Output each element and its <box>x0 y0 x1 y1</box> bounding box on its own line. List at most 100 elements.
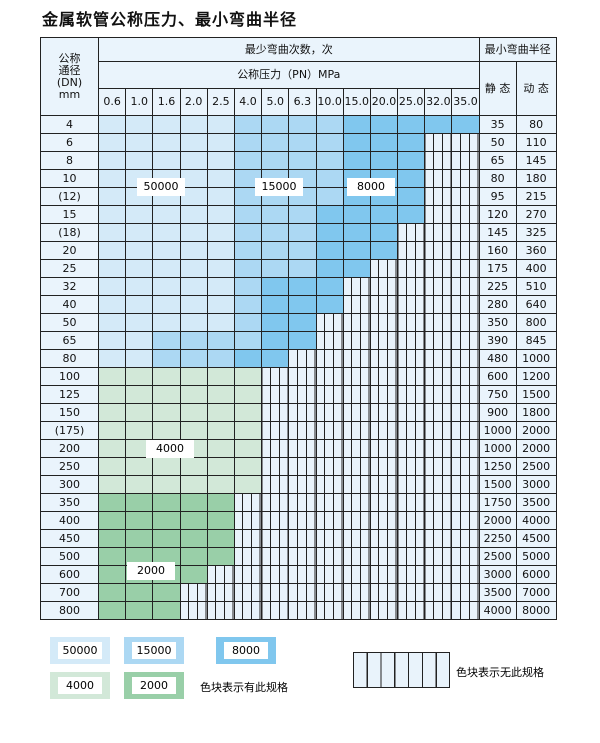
spec-cell <box>97 277 127 296</box>
no-spec-cell <box>288 349 317 368</box>
dn-cell: 100 <box>40 367 99 386</box>
spec-cell <box>179 349 208 368</box>
static-radius-cell: 2500 <box>478 547 517 566</box>
spec-cell <box>97 187 127 206</box>
spec-cell <box>125 421 154 440</box>
spec-cell <box>288 295 317 314</box>
region-label-15000: 15000 <box>255 178 303 196</box>
spec-cell <box>179 367 208 386</box>
spec-cell <box>152 331 181 350</box>
spec-cell <box>315 169 344 188</box>
no-spec-cell <box>288 601 317 620</box>
static-radius-cell: 1000 <box>478 439 517 458</box>
legend-8000: 8000 <box>216 637 276 664</box>
table-row: 40 280 640 <box>40 295 557 314</box>
spec-cell <box>369 241 399 260</box>
spec-cell <box>206 529 235 548</box>
spec-cell <box>261 115 290 134</box>
spec-cell <box>125 313 154 332</box>
table-row: 65 390 845 <box>40 331 557 350</box>
static-radius-cell: 95 <box>478 187 517 206</box>
spec-cell <box>206 475 235 494</box>
no-spec-cell <box>397 439 426 458</box>
spec-cell <box>233 133 263 152</box>
spec-cell <box>233 331 263 350</box>
dn-cell: 125 <box>40 385 99 404</box>
spec-cell <box>206 313 235 332</box>
spec-cell <box>261 241 290 260</box>
pressure-col-header: 4.0 <box>233 88 263 116</box>
dynamic-radius-cell: 4500 <box>515 529 557 548</box>
spec-cell <box>288 241 317 260</box>
no-spec-cell <box>315 331 344 350</box>
no-spec-cell <box>315 529 344 548</box>
spec-cell <box>179 475 208 494</box>
spec-cell <box>233 277 263 296</box>
spec-cell <box>206 403 235 422</box>
spec-cell <box>369 151 399 170</box>
no-spec-cell <box>424 511 453 530</box>
no-spec-cell <box>397 331 426 350</box>
dynamic-radius-cell: 510 <box>515 277 557 296</box>
spec-cell <box>315 223 344 242</box>
no-spec-cell <box>451 475 480 494</box>
spec-cell <box>288 205 317 224</box>
radius-header: 最小弯曲半径 <box>478 37 557 62</box>
spec-cell <box>233 349 263 368</box>
spec-cell <box>179 511 208 530</box>
spec-cell <box>233 457 263 476</box>
no-spec-cell <box>206 583 235 602</box>
no-spec-cell <box>315 565 344 584</box>
pressure-col-header: 35.0 <box>451 88 480 116</box>
spec-cell <box>233 475 263 494</box>
spec-cell <box>315 115 344 134</box>
spec-cell <box>97 601 127 620</box>
no-spec-cell <box>261 547 290 566</box>
no-spec-cell <box>451 187 480 206</box>
static-radius-cell: 280 <box>478 295 517 314</box>
spec-cell <box>97 367 127 386</box>
no-spec-cell <box>233 529 263 548</box>
no-spec-cell <box>451 133 480 152</box>
no-spec-cell <box>451 331 480 350</box>
no-spec-cell <box>451 223 480 242</box>
no-spec-cell <box>261 403 290 422</box>
no-spec-cell <box>233 547 263 566</box>
no-spec-cell <box>342 313 371 332</box>
no-spec-cell <box>397 547 426 566</box>
no-spec-cell <box>424 331 453 350</box>
spec-cell <box>179 151 208 170</box>
static-radius-cell: 145 <box>478 223 517 242</box>
no-spec-cell <box>369 331 399 350</box>
legend-50000: 50000 <box>50 637 110 664</box>
dn-label-line: mm <box>58 87 81 101</box>
spec-cell <box>179 457 208 476</box>
static-radius-cell: 2250 <box>478 529 517 548</box>
static-radius-cell: 1250 <box>478 457 517 476</box>
spec-cell <box>288 115 317 134</box>
static-radius-cell: 120 <box>478 205 517 224</box>
dynamic-radius-cell: 5000 <box>515 547 557 566</box>
table-row: 200 1000 2000 <box>40 439 557 458</box>
spec-cell <box>261 331 290 350</box>
table-row: (175) 1000 2000 <box>40 421 557 440</box>
spec-cell <box>206 241 235 260</box>
dynamic-radius-cell: 145 <box>515 151 557 170</box>
spec-cell <box>125 403 154 422</box>
spec-cell <box>125 295 154 314</box>
static-radius-cell: 750 <box>478 385 517 404</box>
table-row: 100 600 1200 <box>40 367 557 386</box>
spec-cell <box>152 475 181 494</box>
spec-cell <box>97 547 127 566</box>
no-spec-cell <box>397 511 426 530</box>
static-radius-cell: 35 <box>478 115 517 134</box>
table-row: 25 175 400 <box>40 259 557 278</box>
no-spec-cell <box>369 421 399 440</box>
spec-cell <box>152 385 181 404</box>
table-row: 150 900 1800 <box>40 403 557 422</box>
spec-cell <box>315 277 344 296</box>
spec-cell <box>152 601 181 620</box>
static-radius-cell: 1000 <box>478 421 517 440</box>
spec-cell <box>152 277 181 296</box>
no-spec-cell <box>369 511 399 530</box>
